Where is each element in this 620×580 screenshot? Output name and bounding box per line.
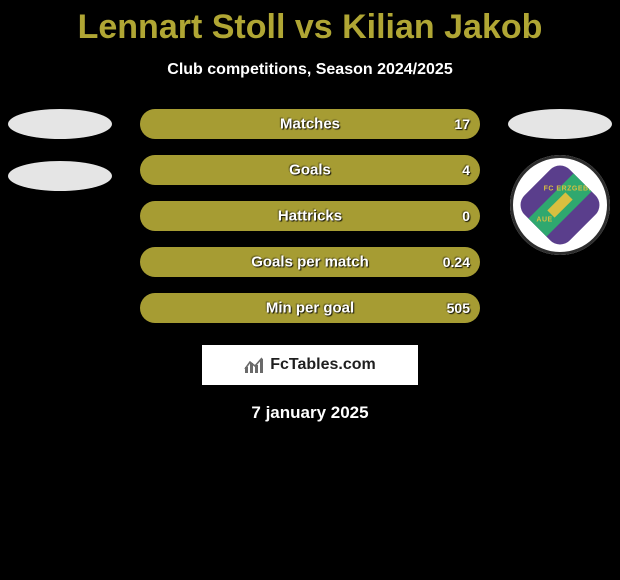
brand-bars-icon bbox=[244, 357, 264, 373]
bar-label: Matches bbox=[280, 116, 340, 133]
crest-bottom-text: AUE bbox=[515, 217, 577, 225]
bar-value-right: 0 bbox=[462, 208, 470, 224]
brand-text: FcTables.com bbox=[270, 356, 376, 374]
bar-label: Hattricks bbox=[278, 208, 342, 225]
crest-diamond: FC ERZGEBIRGE AUE bbox=[515, 160, 606, 251]
stat-bar: Goals 4 bbox=[140, 155, 480, 185]
right-ellipse-1 bbox=[508, 109, 612, 139]
crest-top-text: FC ERZGEBIRGE bbox=[540, 185, 606, 193]
right-player-column: FC ERZGEBIRGE AUE bbox=[500, 109, 620, 255]
stat-bar: Goals per match 0.24 bbox=[140, 247, 480, 277]
comparison-arena: FC ERZGEBIRGE AUE Matches 17 Goals 4 Hattric… bbox=[0, 109, 620, 323]
club-crest: FC ERZGEBIRGE AUE bbox=[510, 155, 610, 255]
bar-label: Goals per match bbox=[251, 254, 369, 271]
stat-bars: Matches 17 Goals 4 Hattricks 0 Goals per match… bbox=[140, 109, 480, 323]
page-title: Lennart Stoll vs Kilian Jakob bbox=[0, 8, 620, 47]
left-player-column bbox=[0, 109, 120, 213]
date-text: 7 january 2025 bbox=[0, 403, 620, 423]
subtitle: Club competitions, Season 2024/2025 bbox=[0, 61, 620, 79]
stat-bar: Min per goal 505 bbox=[140, 293, 480, 323]
bar-label: Goals bbox=[289, 162, 331, 179]
bar-label: Min per goal bbox=[266, 300, 354, 317]
brand-box: FcTables.com bbox=[202, 345, 418, 385]
stat-bar: Matches 17 bbox=[140, 109, 480, 139]
bar-value-right: 505 bbox=[447, 300, 470, 316]
bar-value-right: 4 bbox=[462, 162, 470, 178]
bar-value-right: 0.24 bbox=[443, 254, 470, 270]
bar-value-right: 17 bbox=[454, 116, 470, 132]
left-ellipse-2 bbox=[8, 161, 112, 191]
left-ellipse-1 bbox=[8, 109, 112, 139]
stat-bar: Hattricks 0 bbox=[140, 201, 480, 231]
